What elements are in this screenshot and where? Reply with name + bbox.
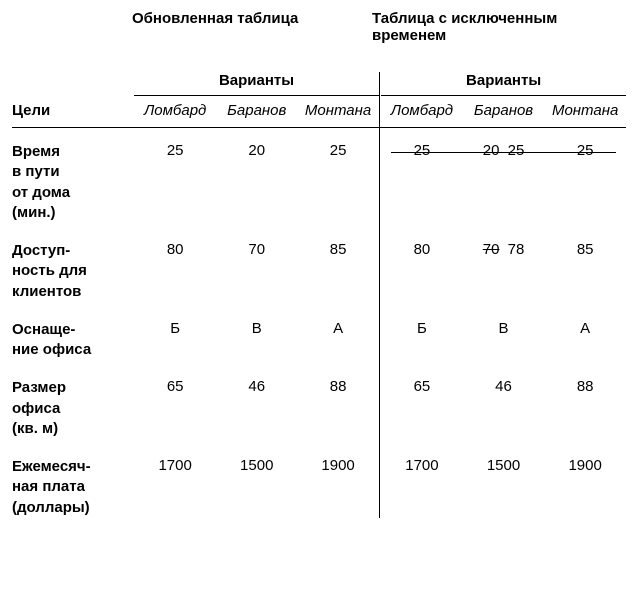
comparison-table: Варианты Варианты Цели Ломбард Баранов М… xyxy=(12,72,626,518)
cell-right: А xyxy=(544,302,626,361)
col-right-0: Ломбард xyxy=(381,96,463,128)
cell-right: 46 xyxy=(463,360,545,439)
cell-left: Б xyxy=(134,302,216,361)
cell-right: 65 xyxy=(381,360,463,439)
goals-header: Цели xyxy=(12,96,134,128)
cell-right: 1900 xyxy=(544,439,626,518)
col-right-1: Баранов xyxy=(463,96,545,128)
cell-right: 20 25 xyxy=(463,128,545,224)
variants-right: Варианты xyxy=(381,72,626,96)
cell-right: 25 xyxy=(544,128,626,224)
cell-left: 1900 xyxy=(298,439,380,518)
table-body: Времяв путиот дома(мин.)2520252520 2525Д… xyxy=(12,128,626,518)
cell-left: 46 xyxy=(216,360,298,439)
variants-row: Варианты Варианты xyxy=(12,72,626,96)
table-row: Оснаще-ние офисаБВАБВА xyxy=(12,302,626,361)
cell-left: 65 xyxy=(134,360,216,439)
cell-left: 80 xyxy=(134,223,216,302)
cell-left: В xyxy=(216,302,298,361)
col-left-0: Ломбард xyxy=(134,96,216,128)
cell-left: А xyxy=(298,302,380,361)
cell-right: 70 78 xyxy=(463,223,545,302)
col-right-2: Монтана xyxy=(544,96,626,128)
col-left-1: Баранов xyxy=(216,96,298,128)
cell-left: 70 xyxy=(216,223,298,302)
row-label: Доступ-ность дляклиентов xyxy=(12,223,134,302)
table-row: Ежемесяч-ная плата(доллары)1700150019001… xyxy=(12,439,626,518)
cell-left: 25 xyxy=(298,128,380,224)
cell-right: 1700 xyxy=(381,439,463,518)
row-label: Оснаще-ние офиса xyxy=(12,302,134,361)
cell-left: 25 xyxy=(134,128,216,224)
cell-right: 1500 xyxy=(463,439,545,518)
row-label: Ежемесяч-ная плата(доллары) xyxy=(12,439,134,518)
section-titles: Обновленная таблица Таблица с исключенны… xyxy=(12,10,626,44)
title-spacer xyxy=(12,10,132,44)
column-headers: Цели Ломбард Баранов Монтана Ломбард Бар… xyxy=(12,96,626,128)
cell-left: 1500 xyxy=(216,439,298,518)
row-label: Размерофиса(кв. м) xyxy=(12,360,134,439)
cell-right: В xyxy=(463,302,545,361)
cell-right: 85 xyxy=(544,223,626,302)
cell-left: 20 xyxy=(216,128,298,224)
row-label: Времяв путиот дома(мин.) xyxy=(12,128,134,224)
cell-left: 85 xyxy=(298,223,380,302)
variants-left: Варианты xyxy=(134,72,379,96)
cell-left: 88 xyxy=(298,360,380,439)
title-left: Обновленная таблица xyxy=(132,10,372,44)
cell-right: 25 xyxy=(381,128,463,224)
table-row: Времяв путиот дома(мин.)2520252520 2525 xyxy=(12,128,626,224)
cell-right: 88 xyxy=(544,360,626,439)
cell-right: 80 xyxy=(381,223,463,302)
table-row: Доступ-ность дляклиентов8070858070 7885 xyxy=(12,223,626,302)
title-right: Таблица с исключенным временем xyxy=(372,10,612,44)
cell-right: Б xyxy=(381,302,463,361)
col-left-2: Монтана xyxy=(298,96,380,128)
cell-left: 1700 xyxy=(134,439,216,518)
table-row: Размерофиса(кв. м)654688654688 xyxy=(12,360,626,439)
